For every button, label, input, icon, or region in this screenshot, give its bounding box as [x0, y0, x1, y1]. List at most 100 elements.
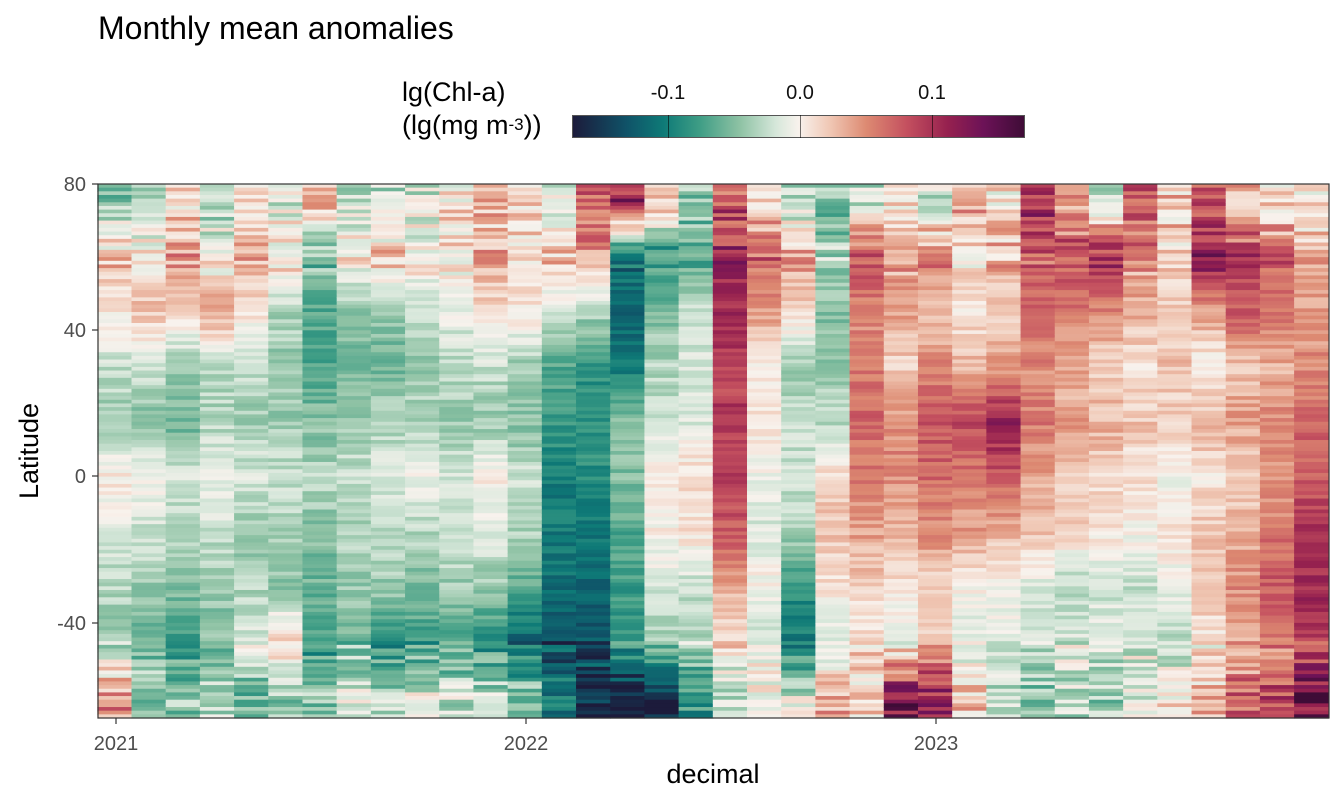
heatmap-cell	[1123, 396, 1158, 401]
heatmap-cell	[234, 648, 269, 653]
heatmap-cell	[370, 290, 406, 295]
heatmap-cell	[1191, 308, 1227, 313]
heatmap-cell	[576, 458, 611, 463]
heatmap-cell	[678, 264, 714, 269]
heatmap-cell	[131, 546, 167, 551]
heatmap-cell	[986, 575, 1022, 580]
heatmap-cell	[1157, 355, 1193, 361]
heatmap-cell	[507, 703, 543, 708]
heatmap-cell	[165, 370, 201, 375]
heatmap-cell	[883, 209, 919, 214]
heatmap-cell	[678, 341, 714, 346]
heatmap-cell	[849, 568, 885, 573]
heatmap-cell	[336, 600, 372, 606]
heatmap-cell	[678, 242, 714, 247]
heatmap-cell	[1020, 699, 1056, 704]
heatmap-cell	[1020, 436, 1056, 441]
heatmap-cell	[644, 531, 680, 536]
heatmap-cell	[234, 370, 269, 375]
heatmap-cell	[473, 366, 509, 372]
heatmap-cell	[541, 619, 577, 624]
heatmap-cell	[1123, 600, 1158, 606]
heatmap-cell	[439, 454, 475, 459]
heatmap-cell	[199, 381, 235, 386]
heatmap-cell	[1020, 216, 1056, 222]
heatmap-cell	[952, 454, 987, 459]
heatmap-cell	[131, 436, 167, 441]
heatmap-cell	[302, 301, 338, 306]
heatmap-cell	[234, 231, 269, 236]
heatmap-cell	[1157, 472, 1193, 478]
heatmap-cell	[131, 454, 167, 459]
heatmap-cell	[1123, 641, 1158, 646]
heatmap-cell	[1020, 703, 1056, 708]
heatmap-cell	[234, 268, 269, 273]
heatmap-cell	[541, 213, 577, 218]
heatmap-cell	[370, 597, 406, 602]
heatmap-cell	[952, 268, 987, 273]
heatmap-cell	[1225, 491, 1261, 496]
heatmap-cell	[1020, 469, 1056, 474]
heatmap-cell	[781, 297, 816, 302]
heatmap-cell	[986, 586, 1022, 591]
heatmap-cell	[199, 469, 235, 474]
heatmap-cell	[1054, 681, 1090, 686]
heatmap-cell	[986, 253, 1022, 258]
heatmap-cell	[1020, 414, 1056, 419]
heatmap-cell	[1054, 513, 1090, 518]
heatmap-cell	[1191, 564, 1227, 569]
heatmap-cell	[1157, 454, 1193, 459]
heatmap-cell	[986, 209, 1022, 214]
heatmap-cell	[1157, 352, 1193, 357]
heatmap-cell	[883, 355, 919, 361]
heatmap-cell	[883, 414, 919, 419]
heatmap-cell	[712, 341, 748, 346]
heatmap-cell	[712, 399, 748, 405]
heatmap-cell	[336, 264, 372, 269]
heatmap-cell	[541, 363, 577, 368]
heatmap-cell	[165, 498, 201, 503]
heatmap-cell	[541, 553, 577, 558]
heatmap-cell	[1123, 381, 1158, 386]
heatmap-cell	[268, 429, 304, 434]
heatmap-cell	[97, 447, 133, 452]
heatmap-cell	[986, 290, 1022, 295]
heatmap-cell	[644, 392, 680, 397]
heatmap-cell	[439, 410, 475, 416]
heatmap-cell	[644, 403, 680, 408]
heatmap-cell	[883, 582, 919, 587]
heatmap-cell	[405, 304, 440, 309]
heatmap-cell	[405, 268, 440, 273]
heatmap-cell	[952, 246, 987, 251]
heatmap-cell	[610, 414, 646, 419]
heatmap-cell	[473, 337, 509, 342]
heatmap-cell	[576, 582, 611, 587]
heatmap-cell	[781, 333, 816, 339]
heatmap-cell	[439, 626, 475, 631]
heatmap-cell	[644, 279, 680, 284]
heatmap-cell	[849, 381, 885, 386]
heatmap-cell	[712, 714, 748, 719]
heatmap-cell	[507, 388, 543, 394]
heatmap-cell	[917, 696, 953, 701]
heatmap-cell	[541, 549, 577, 555]
heatmap-cell	[1123, 615, 1158, 620]
heatmap-cell	[1020, 655, 1056, 661]
heatmap-cell	[781, 465, 816, 470]
heatmap-cell	[131, 707, 167, 712]
heatmap-cell	[541, 699, 577, 704]
heatmap-cell	[815, 674, 851, 679]
heatmap-cell	[336, 531, 372, 536]
heatmap-cell	[405, 659, 440, 664]
heatmap-cell	[678, 564, 714, 569]
heatmap-cell	[917, 202, 953, 207]
heatmap-cell	[986, 707, 1022, 712]
heatmap-cell	[747, 257, 782, 262]
heatmap-cell	[507, 465, 543, 470]
heatmap-cell	[986, 619, 1022, 624]
heatmap-cell	[507, 451, 543, 456]
heatmap-cell	[1259, 194, 1295, 200]
heatmap-cell	[1088, 319, 1124, 324]
heatmap-cell	[541, 220, 577, 225]
heatmap-cell	[815, 696, 851, 701]
